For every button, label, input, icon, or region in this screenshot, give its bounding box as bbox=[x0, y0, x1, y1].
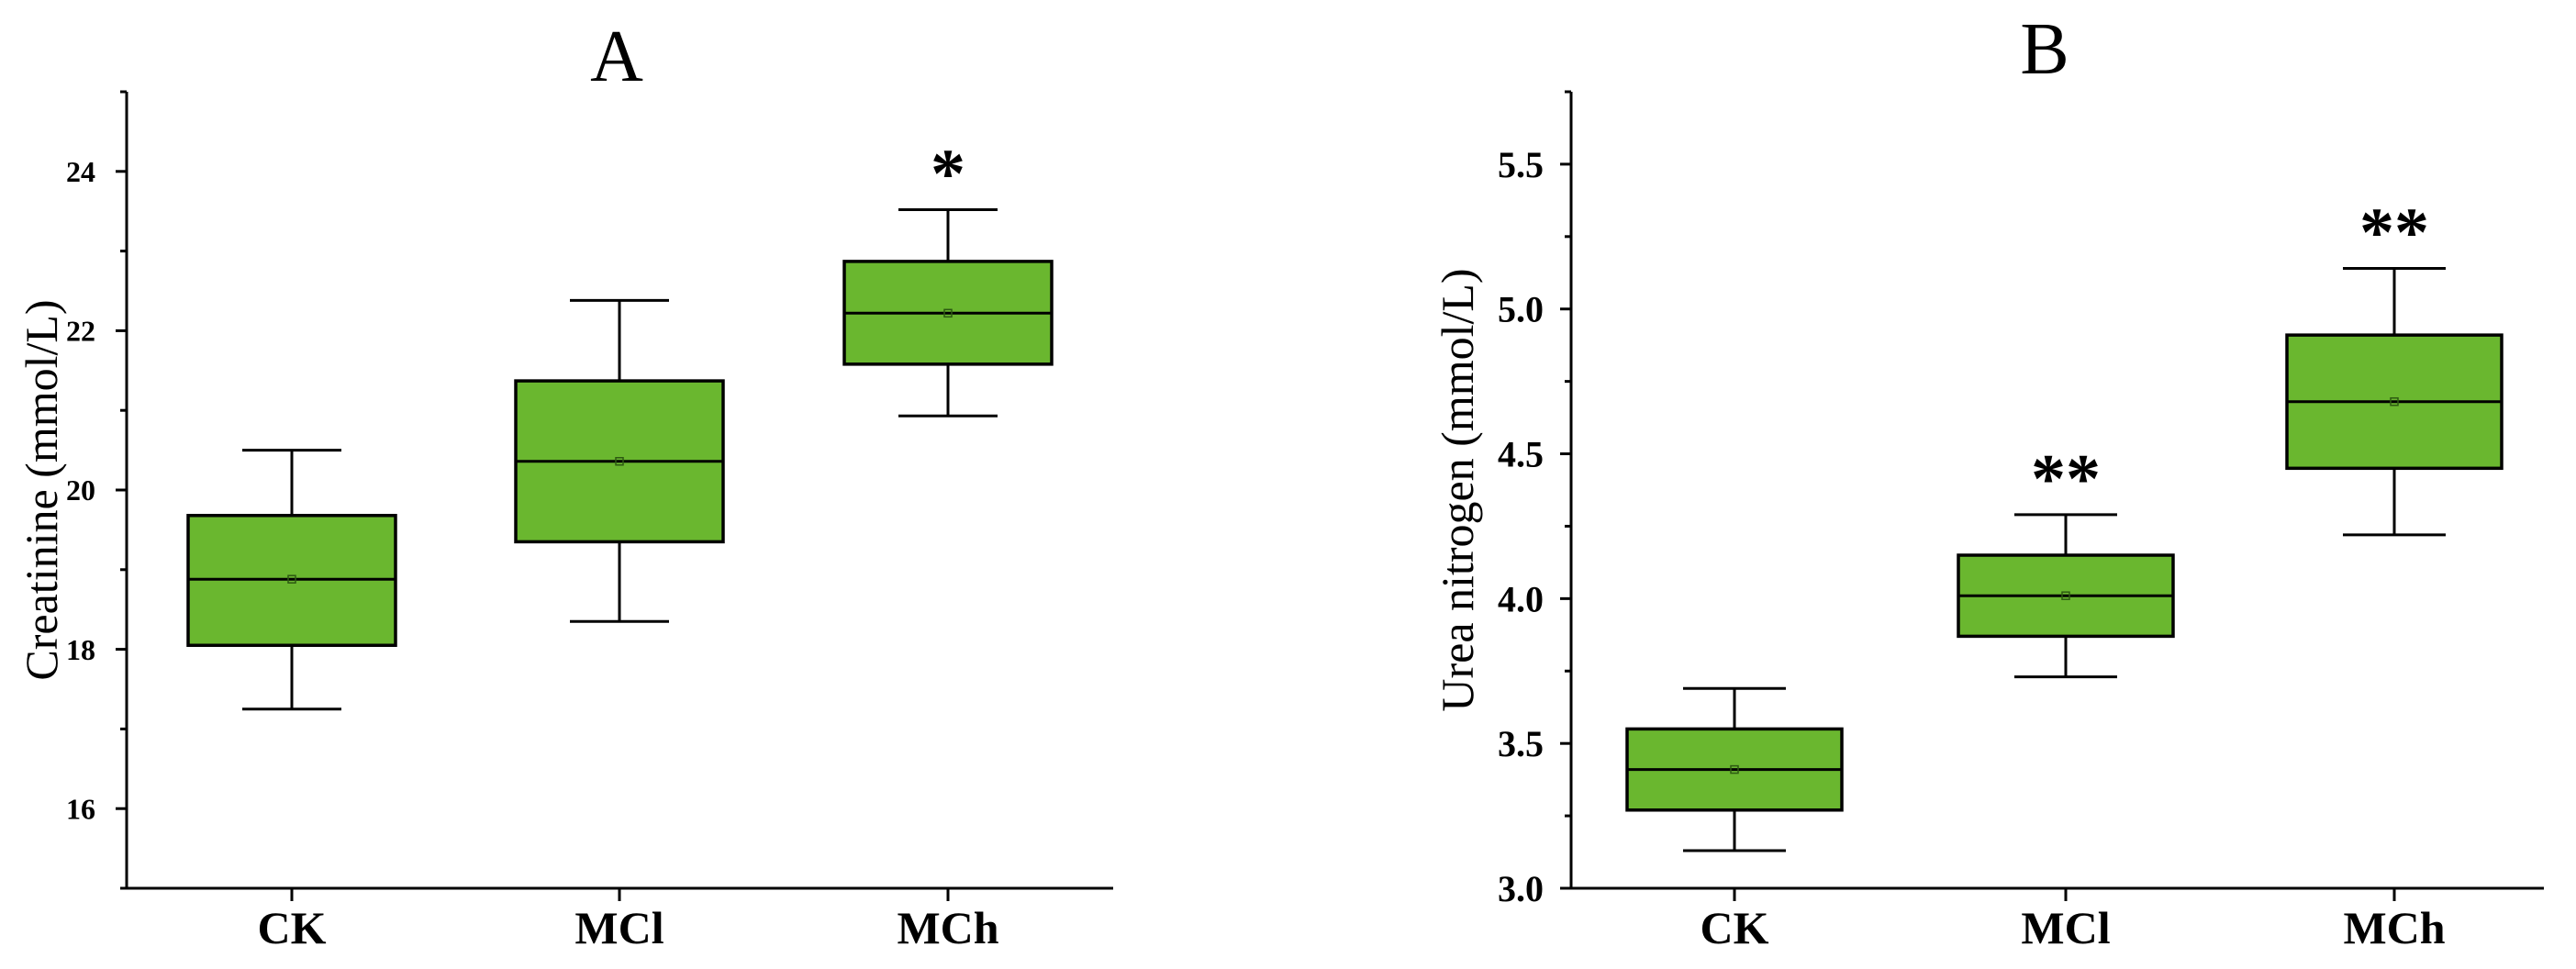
box-plot-ck bbox=[1625, 686, 1844, 852]
y-tick-label: 4.0 bbox=[1498, 578, 1544, 619]
y-tick-label: 4.5 bbox=[1498, 434, 1544, 475]
box-plot-mch: * bbox=[842, 135, 1054, 418]
y-tick-label: 20 bbox=[66, 473, 95, 507]
mean-marker bbox=[287, 574, 296, 584]
y-tick-label: 5.5 bbox=[1498, 144, 1544, 185]
y-tick-label: 16 bbox=[66, 792, 95, 825]
mean-marker bbox=[1730, 764, 1739, 774]
x-tick-label: CK bbox=[258, 902, 327, 953]
panel-title: B bbox=[2020, 9, 2069, 90]
box-plot-mch: ** bbox=[2285, 195, 2504, 537]
y-tick-label: 22 bbox=[66, 315, 95, 348]
y-axis-label: Creatinine (mmol/L) bbox=[16, 299, 67, 680]
y-tick-label: 18 bbox=[66, 633, 95, 666]
mean-marker bbox=[2061, 591, 2070, 600]
x-tick-label: CK bbox=[1701, 902, 1769, 953]
x-tick-label: MCl bbox=[2021, 902, 2110, 953]
significance-marker: * bbox=[931, 135, 965, 212]
box-plot-mcl bbox=[514, 298, 725, 623]
significance-marker: ** bbox=[2359, 195, 2429, 272]
y-tick-label: 3.0 bbox=[1498, 868, 1544, 909]
x-tick-label: MCh bbox=[897, 902, 998, 953]
y-tick-label: 24 bbox=[66, 155, 95, 188]
x-tick-label: MCl bbox=[574, 902, 664, 953]
y-axis-label: Urea nitrogen (mmol/L) bbox=[1432, 268, 1483, 711]
panel-a: A Creatinine (mmol/L) 16 18 20 22 24 CK MCl MCh * bbox=[16, 17, 1113, 953]
box-plot-ck bbox=[186, 449, 397, 711]
mean-marker bbox=[615, 457, 624, 466]
box-plot-mcl: ** bbox=[1957, 440, 2175, 679]
x-tick-label: MCh bbox=[2343, 902, 2445, 953]
mean-marker bbox=[2390, 396, 2399, 407]
panel-b: B Urea nitrogen (mmol/L) 3.0 3.5 4.0 4.5 5.0 5.… bbox=[1432, 9, 2544, 953]
mean-marker bbox=[943, 308, 953, 318]
panel-title: A bbox=[590, 17, 643, 97]
y-tick-label: 3.5 bbox=[1498, 723, 1544, 764]
significance-marker: ** bbox=[2031, 440, 2101, 518]
y-tick-label: 5.0 bbox=[1498, 289, 1544, 330]
